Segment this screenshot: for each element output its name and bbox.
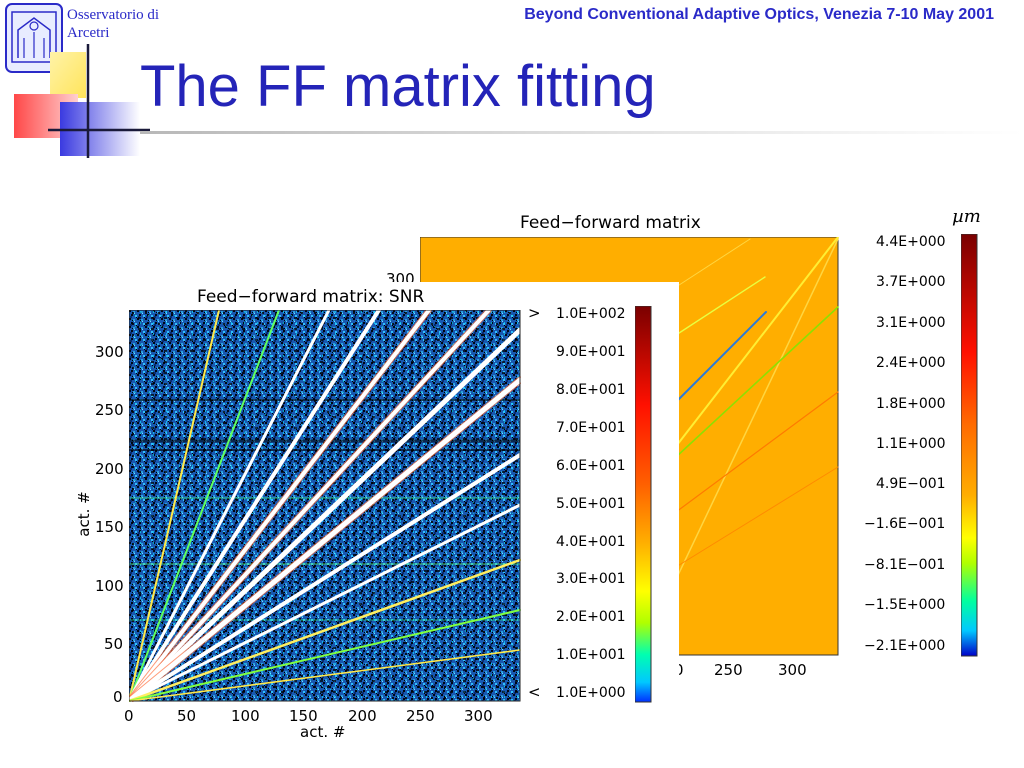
ff-colorbar-label: 2.4E+000: [876, 355, 946, 371]
snr-colorbar-label: 3.0E+001: [556, 571, 626, 587]
ff-colorbar-label: −2.1E+000: [864, 638, 946, 654]
ff-xtick-300: 300: [778, 661, 807, 679]
snr-ytick-200: 200: [95, 460, 124, 478]
ff-colorbar-label: −1.5E+000: [864, 597, 946, 613]
snr-xtick-100: 100: [231, 707, 260, 725]
snr-xtick-0: 0: [124, 707, 134, 725]
page-title: The FF matrix fitting: [140, 54, 656, 119]
ff-colorbar-label: 1.8E+000: [876, 396, 946, 412]
snr-over-marker: >: [528, 304, 541, 322]
snr-colorbar-label: 1.0E+000: [556, 685, 626, 701]
snr-ytick-150: 150: [95, 518, 124, 536]
ff-colorbar-label: 4.9E−001: [876, 476, 946, 492]
snr-colorbar-label: 2.0E+001: [556, 609, 626, 625]
snr-xlabel: act. #: [300, 723, 346, 741]
snr-colorbar-label: 5.0E+001: [556, 496, 626, 512]
snr-colorbar-label: 7.0E+001: [556, 420, 626, 436]
snr-colorbar: [635, 306, 652, 703]
snr-matrix-title: Feed−forward matrix: SNR: [197, 287, 425, 307]
conference-name: Beyond Conventional Adaptive Optics, Ven…: [524, 6, 994, 23]
snr-colorbar-label: 6.0E+001: [556, 458, 626, 474]
snr-ytick-50: 50: [104, 635, 124, 653]
snr-ytick-300: 300: [95, 343, 124, 361]
snr-ytick-100: 100: [95, 577, 124, 595]
snr-xtick-300: 300: [464, 707, 493, 725]
snr-colorbar-label: 9.0E+001: [556, 344, 626, 360]
ff-colorbar: [961, 234, 978, 657]
ff-colorbar-unit: µm: [952, 206, 981, 227]
ff-colorbar-label: −8.1E−001: [864, 557, 946, 573]
snr-xtick-50: 50: [177, 707, 197, 725]
snr-colorbar-label: 1.0E+001: [556, 647, 626, 663]
ff-xtick-250: 250: [714, 661, 743, 679]
snr-xtick-250: 250: [406, 707, 435, 725]
snr-ytick-0: 0: [113, 688, 123, 706]
decorative-squares-icon: [14, 44, 150, 158]
snr-under-marker: <: [528, 683, 541, 701]
snr-ytick-250: 250: [95, 401, 124, 419]
ff-colorbar-label: 4.4E+000: [876, 234, 946, 250]
title-divider: [140, 131, 1024, 134]
snr-colorbar-label: 1.0E+002: [556, 306, 626, 322]
snr-ylabel: act. #: [75, 491, 93, 537]
observatory-logo-icon: [5, 3, 63, 73]
institution-name: Osservatorio di Arcetri: [67, 7, 160, 41]
snr-matrix-image: [129, 310, 521, 702]
snr-colorbar-label: 8.0E+001: [556, 382, 626, 398]
ff-colorbar-label: −1.6E−001: [864, 516, 946, 532]
ff-colorbar-label: 3.7E+000: [876, 274, 946, 290]
ff-colorbar-label: 3.1E+000: [876, 315, 946, 331]
ff-colorbar-label: 1.1E+000: [876, 436, 946, 452]
snr-xtick-200: 200: [348, 707, 377, 725]
snr-colorbar-label: 4.0E+001: [556, 534, 626, 550]
snr-xtick-150: 150: [289, 707, 318, 725]
ff-matrix-title: Feed−forward matrix: [520, 213, 701, 233]
